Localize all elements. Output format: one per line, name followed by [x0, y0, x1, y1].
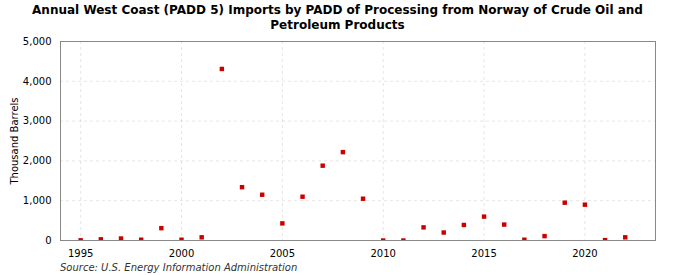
svg-text:2015: 2015	[471, 248, 496, 259]
svg-text:2,000: 2,000	[23, 155, 52, 166]
svg-text:2005: 2005	[270, 248, 295, 259]
svg-text:2010: 2010	[370, 248, 395, 259]
svg-text:4,000: 4,000	[23, 76, 52, 87]
svg-text:Thousand Barrels: Thousand Barrels	[9, 97, 20, 185]
svg-text:1,000: 1,000	[23, 195, 52, 206]
svg-text:0: 0	[45, 235, 51, 246]
svg-text:5,000: 5,000	[23, 36, 52, 47]
svg-text:2000: 2000	[169, 248, 194, 259]
html-text:Source: U.S. Energy Informatio: Source: U.S. Energy Information Administ…	[60, 262, 298, 273]
svg-text:1995: 1995	[68, 248, 93, 259]
svg-text:2020: 2020	[572, 248, 597, 259]
svg-text:3,000: 3,000	[23, 115, 52, 126]
html-text:Annual West Coast (PADD 5) Imp: Annual West Coast (PADD 5) Imports by PA…	[32, 3, 643, 32]
